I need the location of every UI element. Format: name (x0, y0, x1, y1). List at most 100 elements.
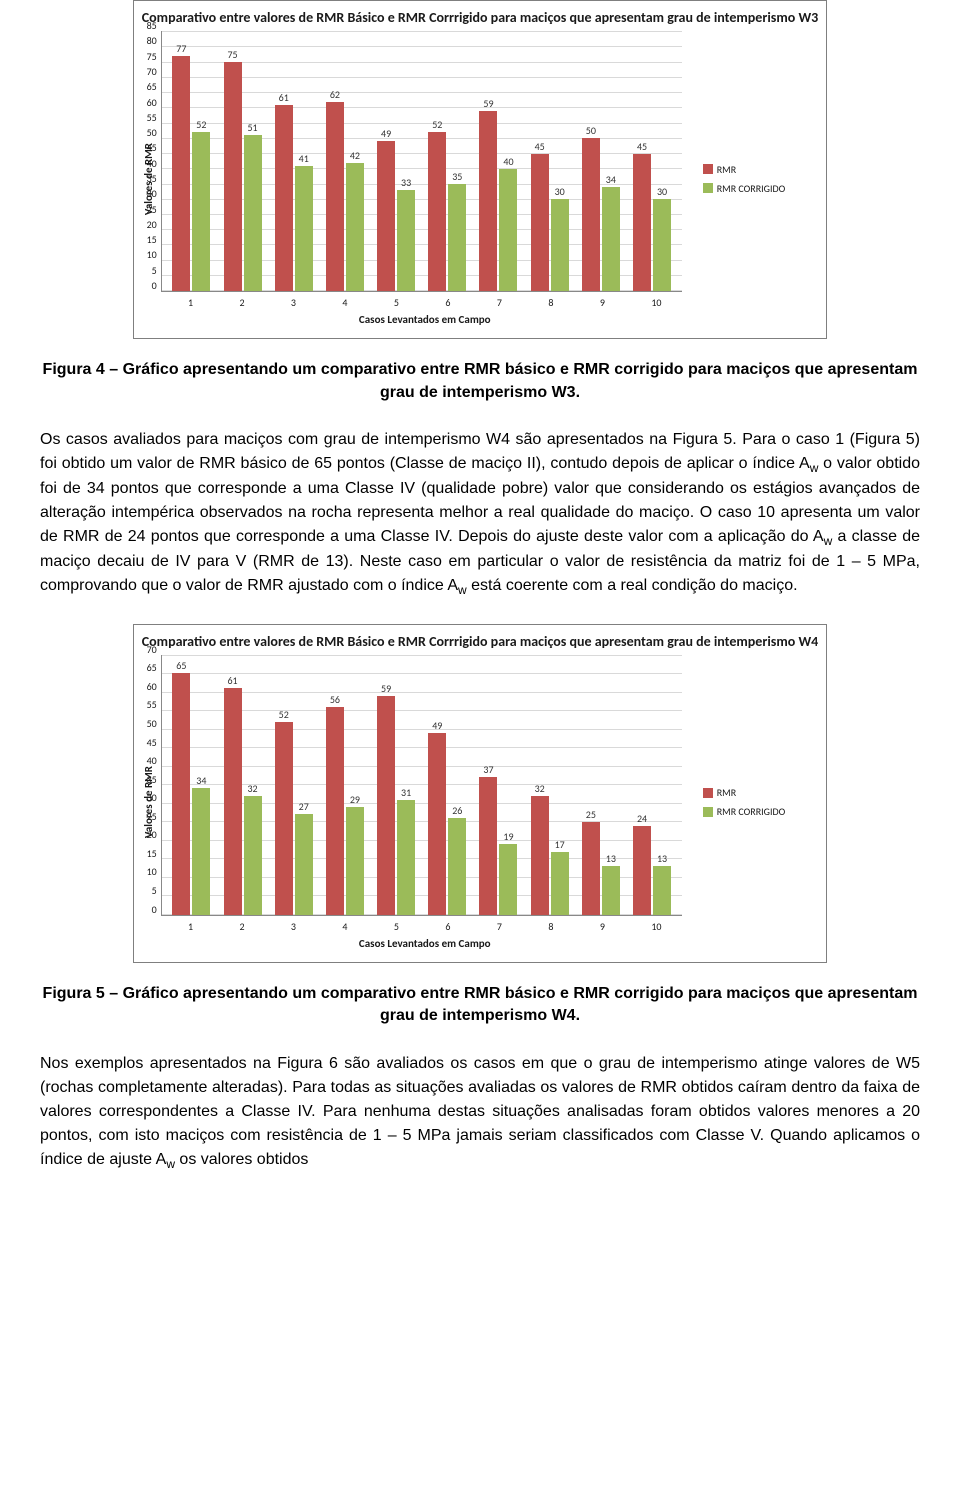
bar-value-label: 45 (637, 140, 647, 153)
bar-value-label: 59 (483, 97, 493, 110)
bar-pair: 6141 (275, 105, 313, 292)
legend-item-rmr-corr: RMR CORRIGIDO (703, 182, 786, 195)
bar: 30 (653, 199, 671, 291)
p2-a: Nos exemplos apresentados na Figura 6 sã… (40, 1055, 920, 1168)
bar: 24 (633, 826, 651, 915)
chart1-plot: 7752755161416242493352355940453050344530 (161, 31, 682, 292)
bar: 13 (653, 866, 671, 914)
legend-label-rmr: RMR (717, 163, 736, 176)
bar-value-label: 41 (299, 152, 309, 165)
xaxis-tick: 3 (291, 296, 296, 309)
bar: 31 (397, 800, 415, 915)
bar-value-label: 13 (657, 852, 667, 865)
bar: 65 (172, 673, 190, 914)
xaxis-tick: 3 (291, 920, 296, 933)
bar: 50 (582, 138, 600, 291)
bar-value-label: 19 (503, 830, 513, 843)
bar-value-label: 31 (401, 786, 411, 799)
bar-pair: 7752 (172, 56, 210, 292)
swatch-rmr (703, 164, 713, 174)
xaxis-tick: 7 (497, 296, 502, 309)
bar-value-label: 65 (176, 659, 186, 672)
figure5-caption: Figura 5 – Gráfico apresentando um compa… (40, 983, 920, 1028)
xaxis-tick: 5 (394, 296, 399, 309)
xaxis-tick: 1 (188, 296, 193, 309)
bar: 30 (551, 199, 569, 291)
bar: 34 (602, 187, 620, 291)
xaxis-tick: 9 (600, 920, 605, 933)
bar: 52 (275, 722, 293, 915)
bar: 51 (244, 135, 262, 291)
bar: 49 (377, 141, 395, 291)
bar: 33 (397, 190, 415, 291)
body-para-1: Os casos avaliados para maciços com grau… (40, 428, 920, 600)
chart-w3: Comparativo entre valores de RMR Básico … (133, 0, 827, 339)
chart1-xlabel: Casos Levantados em Campo (161, 313, 689, 326)
bar: 29 (346, 807, 364, 915)
bar: 41 (295, 166, 313, 291)
sub-w-3: w (458, 584, 467, 598)
chart1-title: Comparativo entre valores de RMR Básico … (142, 9, 818, 27)
xaxis-tick: 2 (239, 920, 244, 933)
bar: 17 (551, 852, 569, 915)
bar: 32 (244, 796, 262, 915)
bar: 77 (172, 56, 190, 292)
xaxis-tick: 9 (600, 296, 605, 309)
bar-value-label: 51 (247, 121, 257, 134)
bar: 52 (192, 132, 210, 291)
bar-pair: 6132 (224, 688, 262, 915)
bar: 52 (428, 132, 446, 291)
xaxis-tick: 6 (445, 296, 450, 309)
bar-pair: 3719 (479, 777, 517, 914)
bar: 59 (479, 111, 497, 291)
legend-label-rmr-corr-2: RMR CORRIGIDO (717, 805, 786, 818)
bar-value-label: 30 (555, 185, 565, 198)
swatch-rmr-corr (703, 183, 713, 193)
body-para-2: Nos exemplos apresentados na Figura 6 sã… (40, 1052, 920, 1173)
bar-value-label: 35 (452, 170, 462, 183)
bar: 61 (224, 688, 242, 915)
bar: 13 (602, 866, 620, 914)
bar-pair: 5931 (377, 696, 415, 915)
bar: 32 (531, 796, 549, 915)
swatch-rmr-corr-2 (703, 807, 713, 817)
chart2-legend: RMR RMR CORRIGIDO (689, 786, 786, 818)
bar-value-label: 27 (299, 800, 309, 813)
bar-value-label: 50 (586, 124, 596, 137)
bar-value-label: 75 (227, 48, 237, 61)
bar: 61 (275, 105, 293, 292)
bar-pair: 3217 (531, 796, 569, 915)
chart2-xlabel: Casos Levantados em Campo (161, 937, 689, 950)
chart2-bars: 6534613252275629593149263719321725132413 (162, 655, 682, 915)
bar-pair: 5034 (582, 138, 620, 291)
bar-pair: 4530 (531, 154, 569, 292)
bar: 49 (428, 733, 446, 915)
bar-pair: 52 35 (428, 132, 466, 291)
chart1-xaxis: 12345678910 (161, 292, 689, 309)
bar-pair: 6534 (172, 673, 210, 914)
bar: 75 (224, 62, 242, 291)
bar-value-label: 49 (432, 719, 442, 732)
bar-value-label: 40 (503, 155, 513, 168)
xaxis-tick: 4 (342, 920, 347, 933)
bar-value-label: 77 (176, 42, 186, 55)
chart2-plot: 6534613252275629593149263719321725132413 (161, 655, 682, 916)
sub-w-2: w (824, 534, 833, 548)
xaxis-tick: 7 (497, 920, 502, 933)
xaxis-tick: 8 (548, 920, 553, 933)
bar-value-label: 17 (555, 838, 565, 851)
sub-w-4: w (166, 1157, 175, 1171)
bar-value-label: 30 (657, 185, 667, 198)
chart-w4: Comparativo entre valores de RMR Básico … (133, 624, 827, 963)
bar-value-label: 25 (586, 808, 596, 821)
bar-pair: 6242 (326, 102, 364, 292)
p2-b: os valores obtidos (175, 1151, 308, 1168)
bar: 27 (295, 814, 313, 914)
bar-pair: 4530 (633, 154, 671, 292)
bar: 25 (582, 822, 600, 915)
figure4-caption: Figura 4 – Gráfico apresentando um compa… (40, 359, 920, 404)
legend-label-rmr-corr: RMR CORRIGIDO (717, 182, 786, 195)
xaxis-tick: 4 (342, 296, 347, 309)
bar-value-label: 34 (606, 173, 616, 186)
xaxis-tick: 6 (445, 920, 450, 933)
